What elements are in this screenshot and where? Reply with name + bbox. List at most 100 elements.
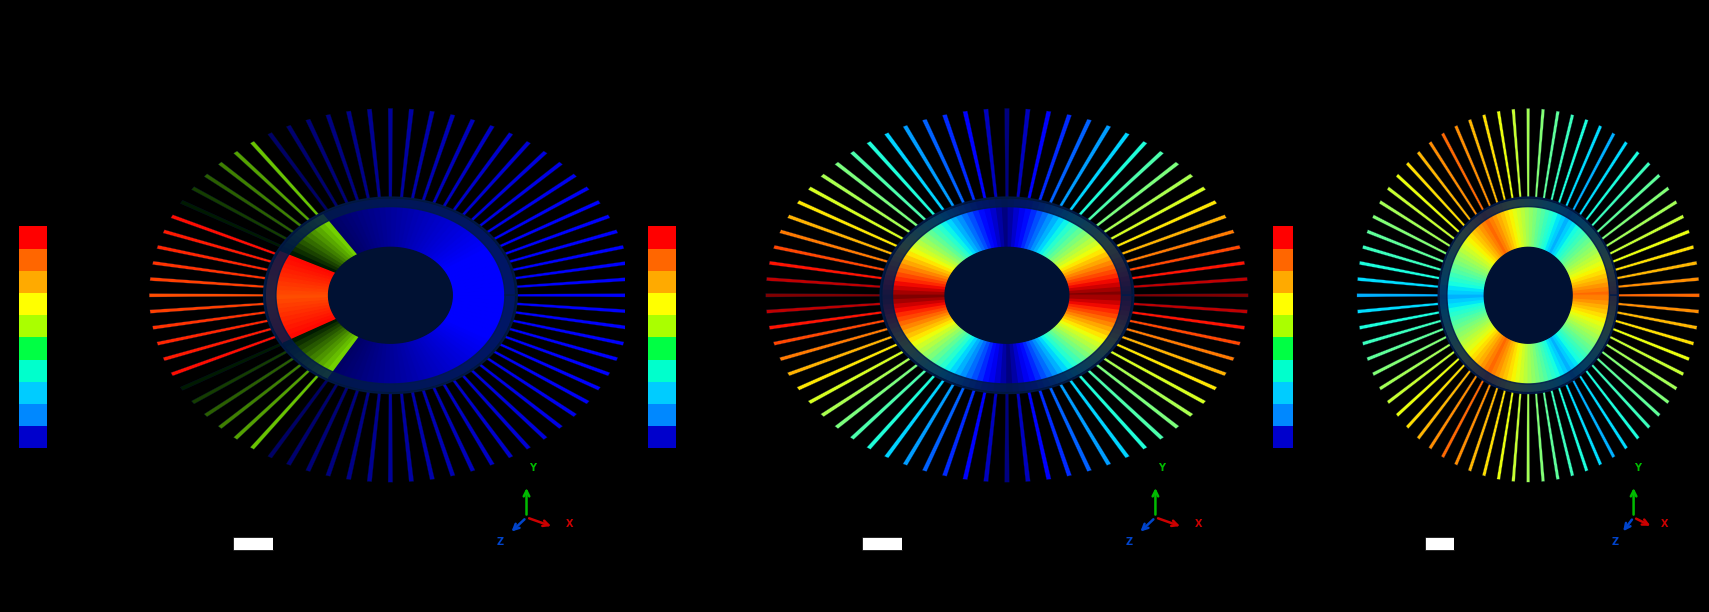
Polygon shape <box>1066 266 1126 283</box>
Text: Total Deformation: Total Deformation <box>19 53 99 62</box>
Polygon shape <box>364 342 381 390</box>
Polygon shape <box>1560 326 1596 359</box>
Polygon shape <box>191 187 287 240</box>
Polygon shape <box>1454 384 1492 466</box>
Polygon shape <box>1049 119 1092 203</box>
Polygon shape <box>962 111 986 199</box>
Bar <box>193 537 232 550</box>
Polygon shape <box>884 380 945 458</box>
Polygon shape <box>1441 133 1483 211</box>
Polygon shape <box>1480 212 1506 255</box>
Polygon shape <box>284 319 338 348</box>
Polygon shape <box>1367 230 1444 263</box>
Polygon shape <box>1591 162 1651 226</box>
Polygon shape <box>400 201 415 248</box>
Polygon shape <box>1501 341 1518 388</box>
Bar <box>648 293 677 315</box>
Polygon shape <box>1121 336 1227 376</box>
Polygon shape <box>796 200 897 247</box>
Polygon shape <box>1439 197 1618 394</box>
Polygon shape <box>449 305 511 320</box>
Polygon shape <box>1483 337 1509 381</box>
Polygon shape <box>1565 384 1601 466</box>
Polygon shape <box>766 303 880 313</box>
Polygon shape <box>902 125 955 207</box>
Polygon shape <box>866 141 935 215</box>
Polygon shape <box>984 109 998 198</box>
Polygon shape <box>1473 332 1502 373</box>
Text: HI = 2: HI = 2 <box>1480 21 1594 54</box>
Polygon shape <box>1528 200 1533 247</box>
Polygon shape <box>1444 261 1487 280</box>
Polygon shape <box>1572 285 1617 293</box>
Polygon shape <box>427 332 468 373</box>
Polygon shape <box>1482 390 1506 476</box>
Polygon shape <box>443 125 494 207</box>
Polygon shape <box>424 215 463 256</box>
Polygon shape <box>1396 357 1459 417</box>
Polygon shape <box>1007 343 1013 391</box>
Polygon shape <box>1441 298 1485 305</box>
Polygon shape <box>378 343 388 391</box>
Polygon shape <box>419 210 453 254</box>
Polygon shape <box>432 224 479 261</box>
Polygon shape <box>1046 221 1090 259</box>
Bar <box>861 537 902 550</box>
Text: 4,8106: 4,8106 <box>685 322 716 330</box>
Polygon shape <box>335 338 366 383</box>
Polygon shape <box>769 311 882 329</box>
Text: 0,00: 0,00 <box>1388 553 1405 562</box>
Bar <box>1396 537 1425 550</box>
Text: 200,00 (mm): 200,00 (mm) <box>1458 553 1507 562</box>
Polygon shape <box>907 324 959 356</box>
Polygon shape <box>1109 351 1207 404</box>
Polygon shape <box>897 317 954 343</box>
Text: 20,127 Max: 20,127 Max <box>56 233 115 242</box>
Polygon shape <box>1565 125 1601 207</box>
Polygon shape <box>925 221 967 259</box>
Polygon shape <box>957 206 984 252</box>
Polygon shape <box>504 215 610 255</box>
Polygon shape <box>1453 319 1492 348</box>
Polygon shape <box>499 343 600 390</box>
Polygon shape <box>1565 319 1605 348</box>
Bar <box>648 271 677 293</box>
Polygon shape <box>1068 285 1131 293</box>
Text: Total Deformation: Total Deformation <box>648 53 728 62</box>
Polygon shape <box>509 230 619 263</box>
Polygon shape <box>1039 114 1072 201</box>
Polygon shape <box>410 392 434 480</box>
Polygon shape <box>1512 393 1521 482</box>
Text: Unit: mm: Unit: mm <box>648 149 690 158</box>
Polygon shape <box>378 200 388 248</box>
Polygon shape <box>499 200 600 247</box>
Polygon shape <box>1543 392 1560 480</box>
Polygon shape <box>1497 111 1514 199</box>
Bar <box>1273 382 1294 404</box>
Polygon shape <box>1618 277 1699 288</box>
Bar <box>19 248 48 271</box>
Polygon shape <box>171 336 277 376</box>
Polygon shape <box>887 308 948 325</box>
Polygon shape <box>191 351 287 404</box>
Text: Type: Total Deformation: Type: Total Deformation <box>1273 85 1381 94</box>
Polygon shape <box>1571 305 1613 320</box>
Polygon shape <box>1559 228 1593 263</box>
Polygon shape <box>1025 340 1051 386</box>
Polygon shape <box>1512 109 1521 198</box>
Polygon shape <box>514 261 629 280</box>
Polygon shape <box>1429 375 1478 449</box>
Polygon shape <box>1095 162 1179 226</box>
Bar <box>648 426 677 449</box>
Polygon shape <box>930 218 971 258</box>
Polygon shape <box>1459 231 1495 265</box>
Text: Type: Total Deformation: Type: Total Deformation <box>648 85 755 94</box>
Polygon shape <box>894 252 952 276</box>
Polygon shape <box>364 201 381 248</box>
Polygon shape <box>439 324 490 356</box>
Polygon shape <box>1497 204 1514 250</box>
Polygon shape <box>157 319 268 345</box>
Polygon shape <box>902 239 957 269</box>
Polygon shape <box>1548 210 1572 254</box>
Polygon shape <box>513 319 624 345</box>
